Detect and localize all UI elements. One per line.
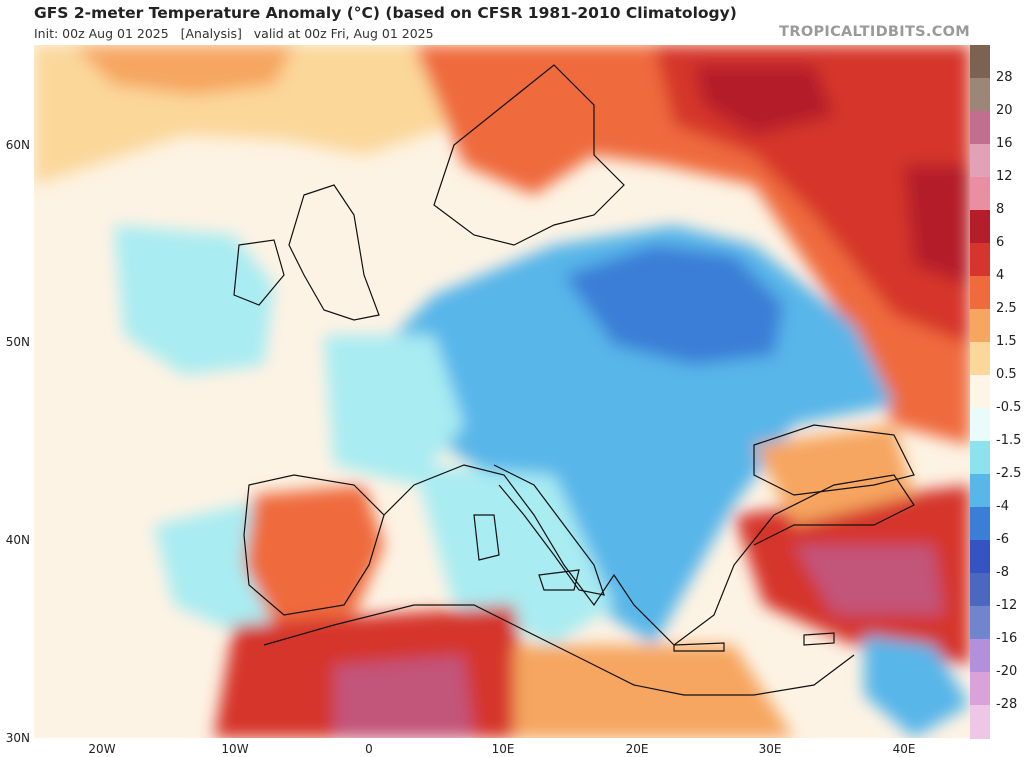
colorbar-label: -2.5 xyxy=(996,466,1022,481)
iberia-warm-field xyxy=(244,485,384,625)
atlantic-cool-field xyxy=(114,225,274,375)
sicily-coast xyxy=(538,569,580,591)
colorbar-segment xyxy=(970,474,990,508)
lon-label-30e: 30E xyxy=(758,742,782,756)
lon-label-20e: 20E xyxy=(625,742,649,756)
black-sea-coast xyxy=(753,424,915,496)
iberia-coast xyxy=(243,474,385,616)
chart-subtitle: Init: 00z Aug 01 2025 [Analysis] valid a… xyxy=(34,26,434,41)
colorbar-label: 2.5 xyxy=(996,301,1017,316)
colorbar xyxy=(970,45,990,739)
colorbar-segment xyxy=(970,672,990,706)
lon-label-10w: 10W xyxy=(221,742,249,756)
turkey-peak-field xyxy=(794,545,944,615)
colorbar-segment xyxy=(970,540,990,574)
lat-label-40n: 40N xyxy=(5,533,30,547)
anomaly-fields xyxy=(34,45,970,738)
colorbar-label: -8 xyxy=(996,565,1009,580)
north-africa-coast xyxy=(263,604,855,696)
lon-label-40e: 40E xyxy=(892,742,916,756)
colorbar-label: 1.5 xyxy=(996,334,1017,349)
anomaly-map-svg xyxy=(34,45,970,738)
brand-watermark: TROPICALTIDBITS.COM xyxy=(779,24,970,40)
sahara-peak-field xyxy=(334,655,474,738)
colorbar-label: 16 xyxy=(996,136,1013,151)
iceland-warm-field xyxy=(74,45,294,95)
colorbar-label: 6 xyxy=(996,235,1005,250)
coastlines xyxy=(233,64,915,696)
colorbar-label: -12 xyxy=(996,598,1018,613)
colorbar-segment xyxy=(970,342,990,376)
colorbar-segment xyxy=(970,177,990,211)
colorbar-label: 20 xyxy=(996,103,1013,118)
lon-label-0: 0 xyxy=(365,742,373,756)
sardinia-coast xyxy=(473,514,500,561)
france-cool-light-field xyxy=(324,335,464,485)
colorbar-label: -1.5 xyxy=(996,433,1022,448)
colorbar-segment xyxy=(970,507,990,541)
colorbar-segment xyxy=(970,606,990,640)
levant-cool-field xyxy=(864,635,970,738)
colorbar-segment xyxy=(970,276,990,310)
mediterranean-cool-field xyxy=(414,465,614,645)
colorbar-segment xyxy=(970,78,990,112)
italy-coast xyxy=(493,464,605,596)
british-isles-coast xyxy=(288,184,380,321)
colorbar-segment xyxy=(970,45,990,79)
poland-cold-field xyxy=(564,245,784,365)
colorbar-label: 8 xyxy=(996,202,1005,217)
ireland-coast xyxy=(233,239,285,306)
lat-label-30n: 30N xyxy=(5,731,30,745)
black-sea-warm-field xyxy=(754,425,914,525)
colorbar-label: -0.5 xyxy=(996,400,1022,415)
colorbar-segment xyxy=(970,573,990,607)
colorbar-label: 0.5 xyxy=(996,367,1017,382)
east-russia-extreme-field xyxy=(904,165,970,285)
anomaly-map xyxy=(34,45,970,738)
colorbar-segment xyxy=(970,639,990,673)
crete-coast xyxy=(673,642,725,652)
libya-warm-field xyxy=(514,645,794,738)
colorbar-segment xyxy=(970,111,990,145)
colorbar-segment xyxy=(970,210,990,244)
chart-title: GFS 2-meter Temperature Anomaly (°C) (ba… xyxy=(34,4,737,22)
colorbar-label: 4 xyxy=(996,268,1005,283)
colorbar-label: -16 xyxy=(996,631,1018,646)
colorbar-segment xyxy=(970,441,990,475)
russia-extreme-field xyxy=(694,65,834,135)
lon-label-10e: 10E xyxy=(491,742,515,756)
scandinavia-coast xyxy=(433,64,625,246)
colorbar-segment xyxy=(970,309,990,343)
colorbar-label: -28 xyxy=(996,697,1018,712)
colorbar-label: -4 xyxy=(996,499,1009,514)
lon-label-20w: 20W xyxy=(88,742,116,756)
colorbar-label: 28 xyxy=(996,70,1013,85)
lat-label-50n: 50N xyxy=(5,335,30,349)
colorbar-label: -6 xyxy=(996,532,1009,547)
colorbar-label: -20 xyxy=(996,664,1018,679)
colorbar-segment xyxy=(970,243,990,277)
colorbar-segment xyxy=(970,705,990,739)
cyprus-coast xyxy=(803,632,835,646)
colorbar-segment xyxy=(970,408,990,442)
colorbar-segment xyxy=(970,375,990,409)
colorbar-segment xyxy=(970,144,990,178)
lat-label-60n: 60N xyxy=(5,138,30,152)
colorbar-label: 12 xyxy=(996,169,1013,184)
